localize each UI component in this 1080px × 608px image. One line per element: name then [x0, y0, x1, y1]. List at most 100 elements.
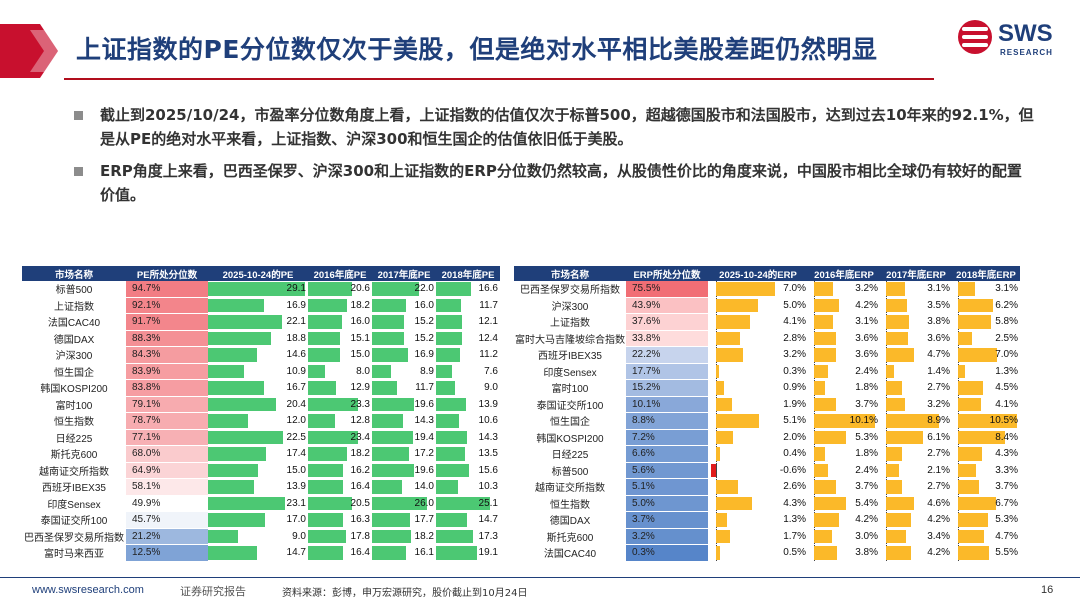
erp-header-current: 2025-10-24的ERP [708, 266, 808, 281]
pe-current-bar [208, 397, 276, 411]
erp-market-name: 斯托克600 [514, 528, 626, 545]
pe-2017-cell: 16.0 [372, 297, 436, 314]
erp-percentile: 7.2% [626, 429, 708, 446]
table-row: 泰国证交所100 45.7% 17.0 16.3 17.7 14.7 德国DAX 3.7% 1.… [22, 511, 1020, 529]
pe-2016-cell: 18.2 [308, 297, 372, 314]
pe-percentile: 45.7% [126, 511, 208, 529]
pe-market-name: 斯托克600 [22, 445, 126, 463]
erp-2016-bar [814, 463, 829, 477]
erp-2018-bar [957, 546, 989, 560]
valuation-table: 市场名称 PE所处分位数 2025-10-24的PE 2016年底PE 2017… [22, 266, 1020, 562]
pe-percentile: 91.7% [126, 313, 208, 331]
table-row: 斯托克600 68.0% 17.4 18.2 17.2 13.5 日经225 6.6% 0.4%… [22, 445, 1020, 463]
pe-current-bar [208, 348, 257, 362]
pe-percentile: 78.7% [126, 412, 208, 430]
pe-market-name: 越南证交所指数 [22, 462, 126, 479]
erp-2017-value: 6.1% [927, 431, 950, 443]
pe-2016-bar [308, 397, 358, 411]
pe-current-value: 16.7 [286, 382, 306, 393]
erp-current-bar [716, 546, 721, 560]
erp-2016-cell: 3.7% [808, 478, 880, 496]
pe-2018-value: 25.1 [478, 497, 498, 509]
pe-2016-value: 16.0 [350, 316, 370, 327]
erp-current-value: 0.3% [783, 365, 806, 377]
pe-2016-cell: 16.4 [308, 544, 372, 562]
pe-2017-bar [372, 447, 409, 461]
pe-2018-value: 12.4 [478, 332, 498, 344]
footer-url[interactable]: www.swsresearch.com [32, 584, 144, 596]
erp-2018-value: 6.7% [995, 497, 1018, 509]
pe-2016-value: 16.2 [350, 464, 370, 476]
erp-2016-value: 10.1% [849, 415, 878, 426]
erp-2018-cell: 10.5% [952, 412, 1020, 430]
pe-2017-bar [372, 430, 414, 444]
pe-2017-bar [372, 364, 391, 378]
erp-2017-bar [886, 463, 899, 477]
pe-2017-bar [372, 496, 428, 510]
pe-2018-value: 15.6 [478, 464, 498, 476]
erp-2018-value: 6.2% [995, 299, 1018, 311]
erp-2017-value: 2.7% [927, 481, 950, 492]
erp-current-value: 1.7% [783, 530, 806, 542]
pe-2016-value: 17.8 [350, 530, 370, 542]
erp-2017-bar [886, 430, 923, 444]
pe-2016-cell: 16.4 [308, 478, 372, 496]
erp-2017-cell: 3.8% [880, 313, 952, 331]
table-row: 富时100 79.1% 20.4 23.3 19.6 13.9 泰国证交所100 10.1% 1… [22, 396, 1020, 413]
pe-2017-cell: 16.1 [372, 544, 436, 562]
pe-2016-bar [308, 348, 340, 362]
title-bar: 上证指数的PE分位数仅次于美股，但是绝对水平相比美股差距仍然明显 [0, 14, 1080, 80]
erp-2018-value: 4.5% [995, 382, 1018, 393]
erp-2017-value: 3.8% [927, 316, 950, 327]
erp-2018-cell: 5.8% [952, 313, 1020, 331]
erp-2018-value: 4.7% [995, 530, 1018, 542]
pe-current-value: 22.1 [286, 316, 306, 327]
erp-2017-cell: 2.1% [880, 462, 952, 479]
pe-2016-value: 15.1 [350, 332, 370, 344]
erp-current-value: 5.0% [783, 299, 806, 311]
pe-2017-value: 18.2 [414, 530, 434, 542]
erp-2017-cell: 3.6% [880, 330, 952, 347]
erp-current-cell: 1.3% [708, 511, 808, 529]
pe-2016-cell: 16.0 [308, 313, 372, 331]
erp-current-cell: 2.8% [708, 330, 808, 347]
erp-2018-value: 8.4% [995, 431, 1018, 443]
erp-current-cell: 0.9% [708, 379, 808, 397]
pe-2018-cell: 7.6 [436, 363, 500, 380]
pe-2017-value: 22.0 [414, 283, 434, 294]
erp-2018-bar [957, 529, 985, 543]
pe-2018-cell: 9.0 [436, 379, 500, 397]
erp-percentile: 5.0% [626, 495, 708, 512]
pe-2016-bar [308, 529, 346, 543]
erp-2017-value: 2.7% [927, 448, 950, 459]
pe-current-bar [208, 463, 258, 477]
erp-2016-value: 3.6% [855, 332, 878, 344]
erp-percentile: 15.2% [626, 379, 708, 397]
erp-2018-value: 1.3% [995, 365, 1018, 377]
erp-2017-bar [886, 331, 908, 345]
page-number: 16 [1041, 584, 1054, 596]
erp-current-cell: 5.0% [708, 297, 808, 314]
pe-current-cell: 17.0 [208, 511, 308, 529]
pe-2018-bar [436, 414, 459, 428]
pe-current-cell: 22.5 [208, 429, 308, 446]
erp-2017-bar [886, 397, 906, 411]
pe-2018-value: 12.1 [478, 316, 498, 327]
pe-2016-bar [308, 480, 343, 494]
bullet-text: ERP角度上来看，巴西圣保罗、沪深300和上证指数的ERP分位数仍然较高，从股债… [100, 162, 1022, 204]
erp-current-value: 0.5% [783, 547, 806, 558]
pe-market-name: 西班牙IBEX35 [22, 478, 126, 496]
erp-2017-bar [886, 513, 912, 527]
table-row: 德国DAX 88.3% 18.8 15.1 15.2 12.4 富时大马吉隆坡综合指数 33.… [22, 330, 1020, 347]
erp-2016-cell: 5.4% [808, 495, 880, 512]
row-separator [500, 313, 514, 331]
pe-current-value: 22.5 [286, 431, 306, 443]
pe-current-cell: 12.0 [208, 412, 308, 430]
pe-2016-bar [308, 447, 347, 461]
pe-2017-cell: 17.2 [372, 445, 436, 463]
erp-header-market: 市场名称 [514, 266, 626, 281]
pe-2017-cell: 15.2 [372, 330, 436, 347]
pe-2016-value: 20.5 [350, 497, 370, 509]
erp-2017-value: 3.1% [927, 283, 950, 294]
erp-2018-value: 7.0% [995, 349, 1018, 360]
